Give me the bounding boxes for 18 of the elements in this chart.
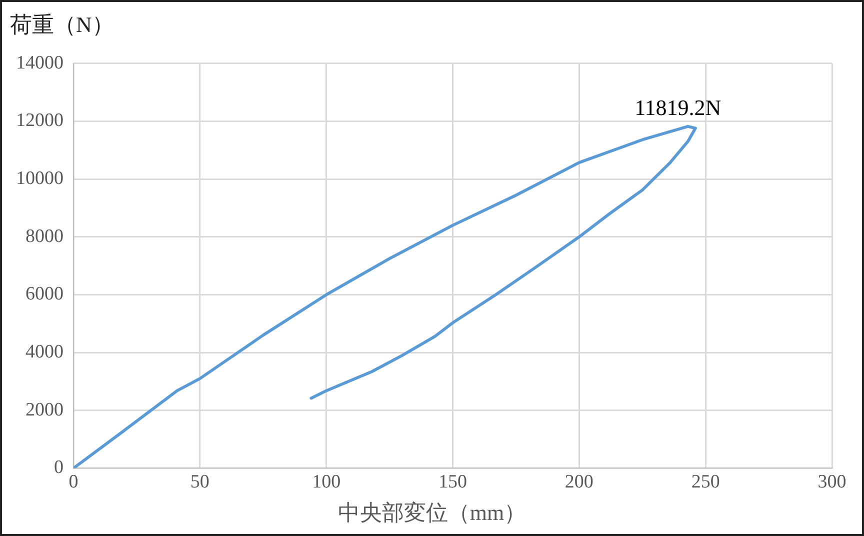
annotation: 11819.2N [634,95,722,120]
x-tick-label: 200 [564,472,594,493]
y-tick-label: 4000 [26,342,64,363]
x-tick-label: 250 [691,472,720,493]
x-axis-title: 中央部変位（mm） [336,499,528,527]
y-tick-label: 12000 [16,110,64,132]
x-tick-label: 150 [438,472,467,493]
y-tick-label: 6000 [26,284,64,305]
x-tick-label: 300 [818,472,846,493]
x-tick-label: 0 [68,472,78,493]
y-axis-title: 荷重（N） [10,11,114,39]
y-tick-label: 8000 [26,226,64,247]
x-tick-label: 50 [190,472,210,493]
y-tick-label: 10000 [16,168,64,190]
x-tick-label: 100 [312,472,341,493]
y-tick-label: 0 [54,457,64,478]
y-tick-label: 14000 [16,52,64,74]
y-tick-label: 2000 [26,399,64,420]
